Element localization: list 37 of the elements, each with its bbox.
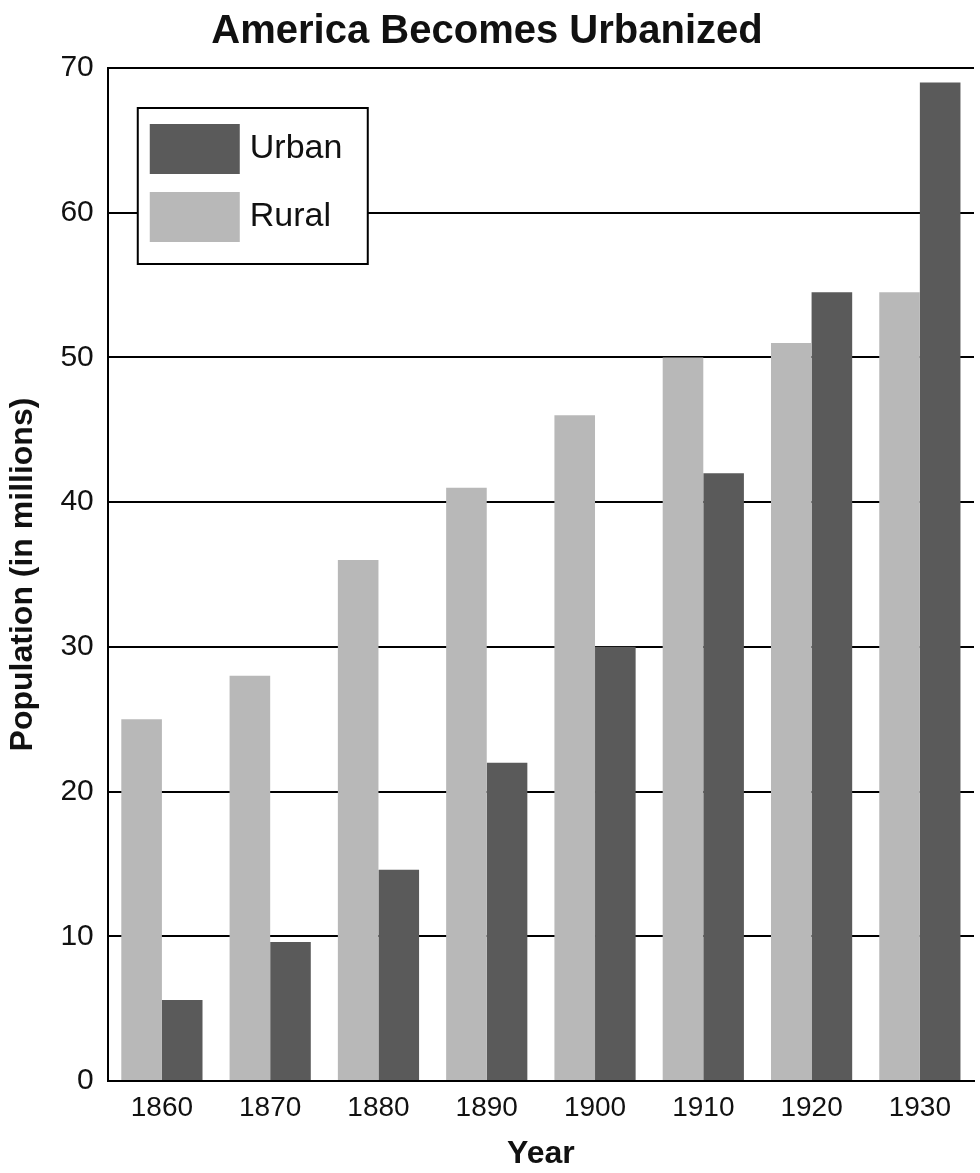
bar [595,646,636,1080]
y-tick-label: 0 [77,1062,94,1096]
y-tick-label: 50 [60,338,94,372]
bar [662,357,704,1080]
y-tick-label: 70 [60,49,94,83]
y-tick-label: 30 [60,628,94,662]
y-axis-title: Population (in millions) [3,397,40,752]
x-tick-label: 1900 [563,1090,627,1122]
bar [337,560,379,1080]
x-tick-label: 1930 [888,1090,952,1122]
x-tick-label: 1870 [239,1090,302,1122]
legend-label: Rural [249,195,332,234]
y-tick-label: 60 [60,193,94,227]
x-tick-label: 1920 [780,1090,843,1122]
bar [229,675,271,1080]
bar [811,292,853,1080]
bar [919,82,961,1080]
x-axis-title: Year [507,1133,575,1170]
x-tick-label: 1880 [347,1090,410,1122]
legend-label: Urban [249,127,343,166]
bar [770,342,812,1080]
bar [554,415,596,1080]
bar [161,999,203,1080]
y-tick-label: 40 [60,483,94,517]
bar [446,487,487,1080]
bar [270,942,311,1080]
y-tick-label: 10 [60,917,94,951]
x-tick-label: 1860 [130,1090,194,1122]
bar [703,473,744,1080]
bar [879,292,920,1080]
bar [378,869,420,1080]
x-tick-label: 1890 [455,1090,518,1122]
x-tick-label: 1910 [672,1090,735,1122]
chart-title: America Becomes Urbanized [211,7,763,52]
y-tick-label: 20 [60,772,94,806]
bar [121,719,162,1080]
bar [486,762,528,1080]
